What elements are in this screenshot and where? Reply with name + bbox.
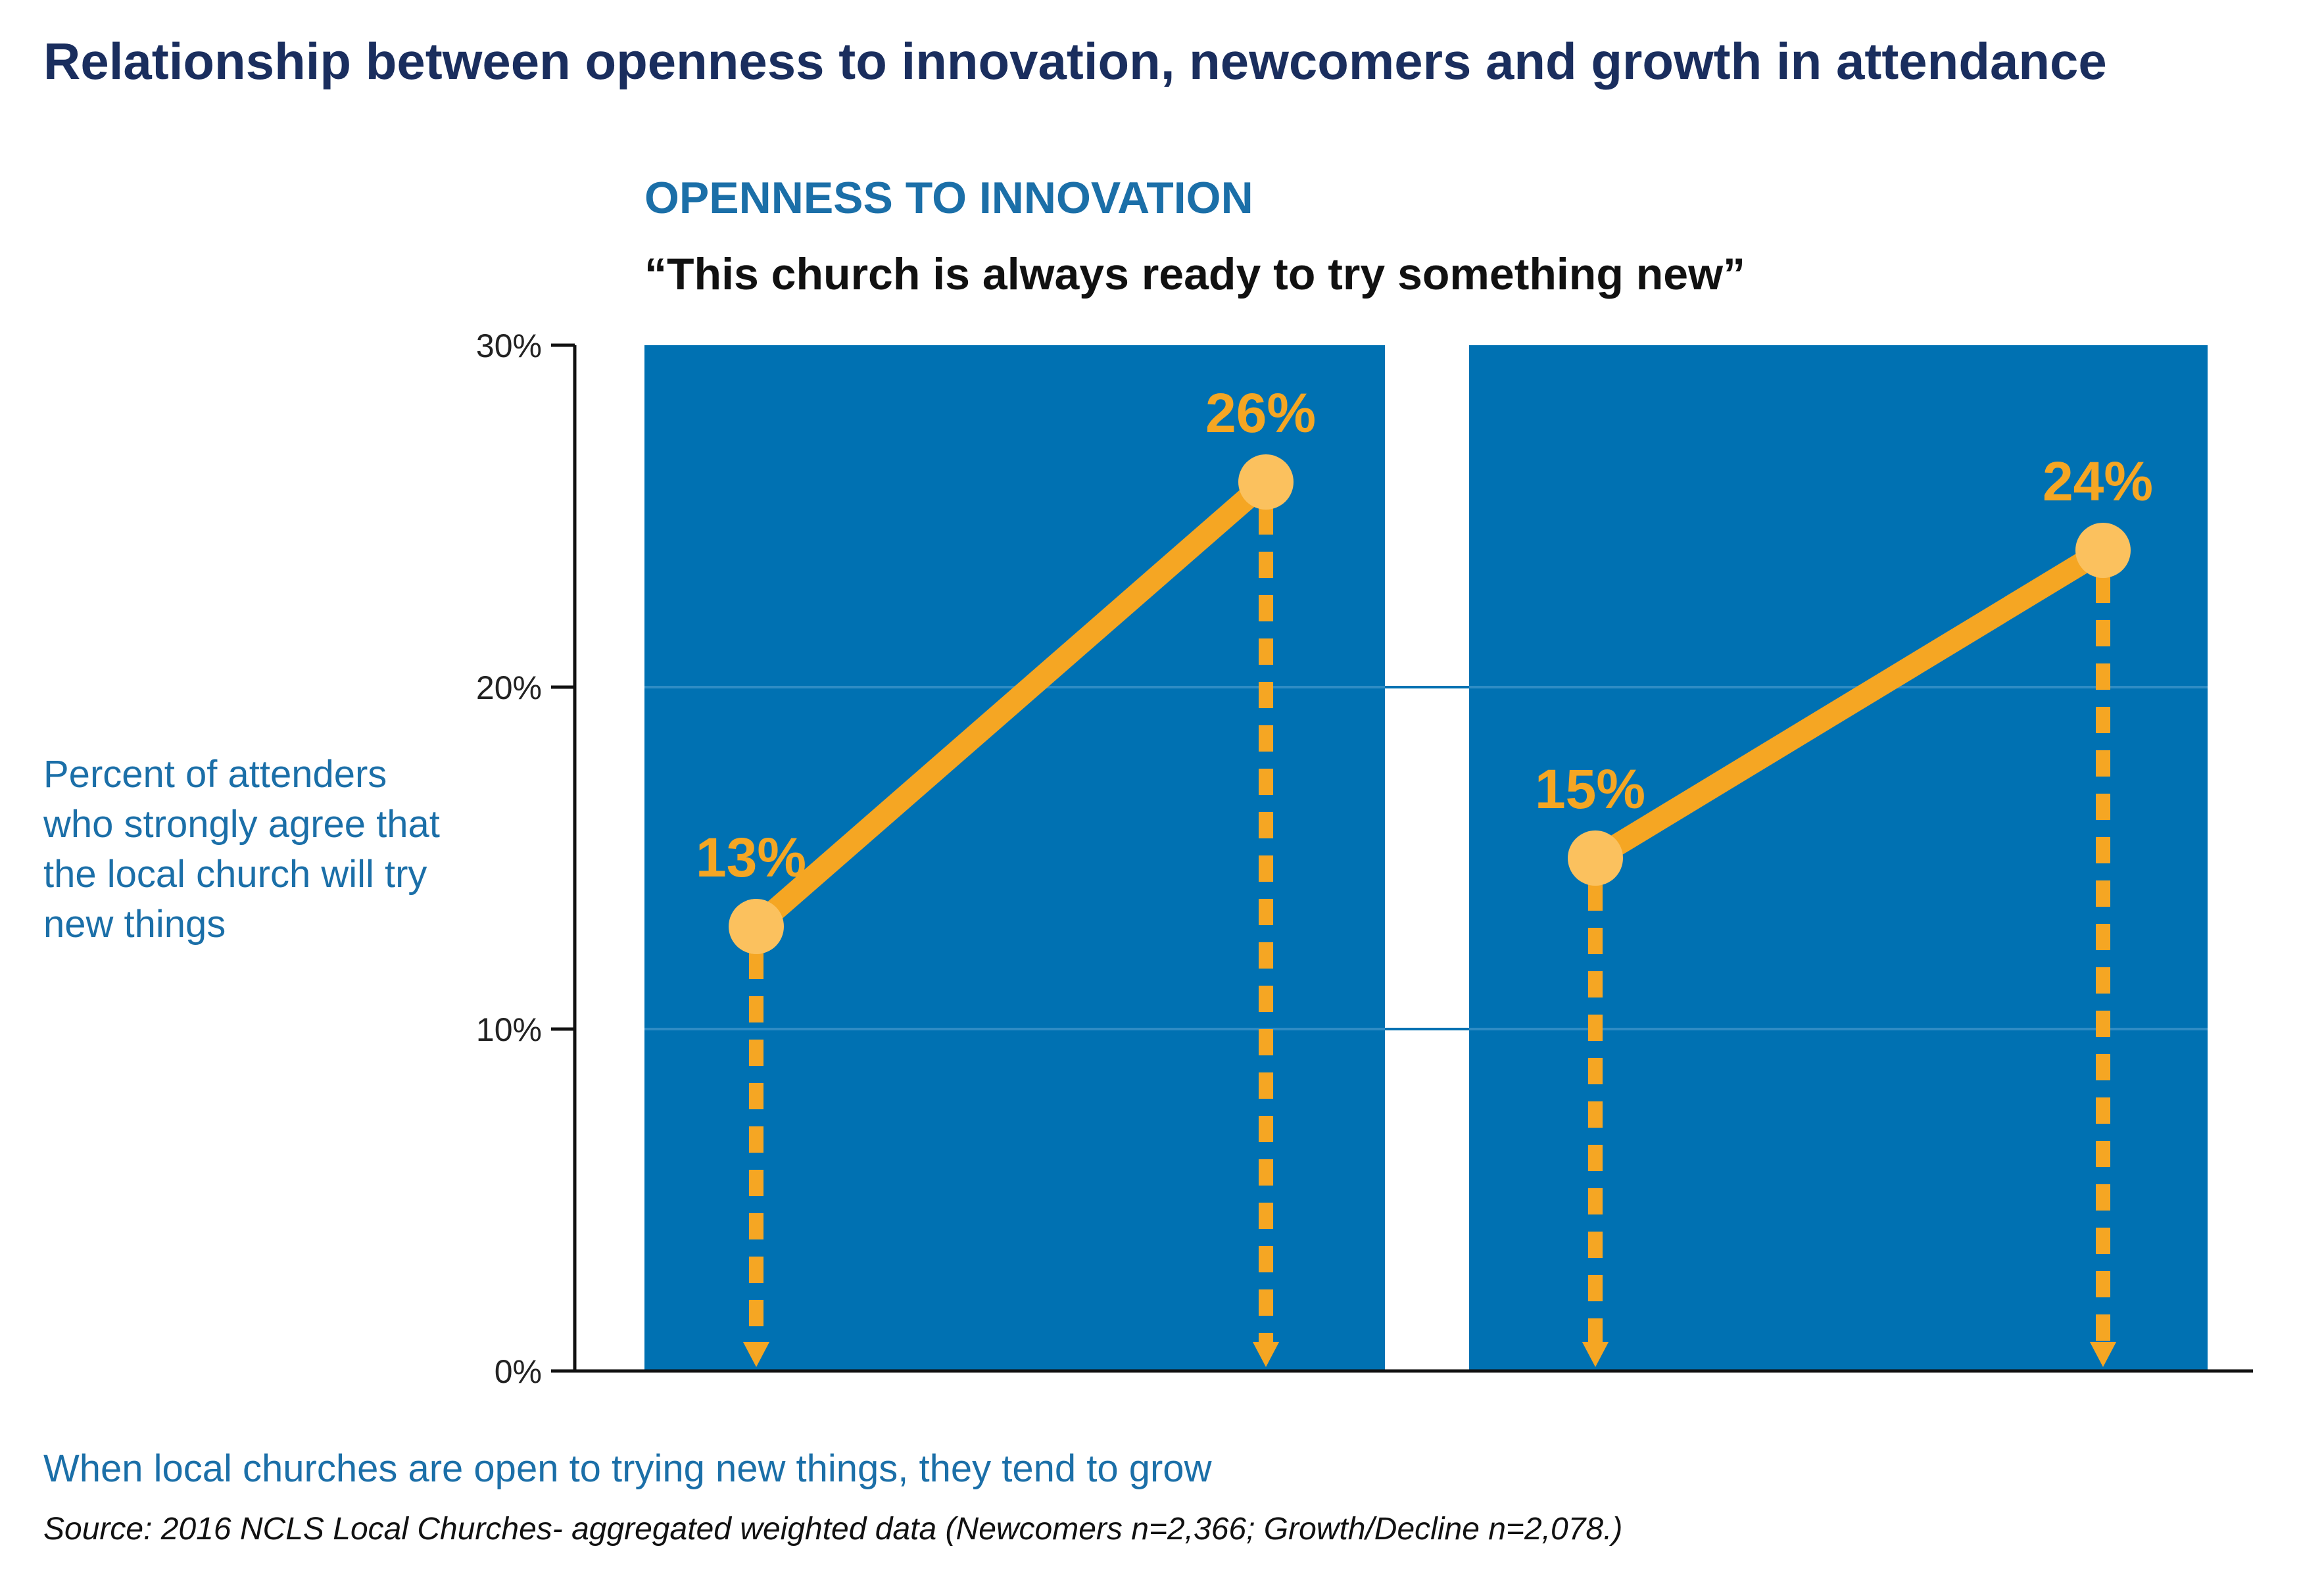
data-point-panel-2-2 — [2075, 523, 2131, 578]
drop-arrow-panel-1-point-2 — [1253, 1342, 1279, 1367]
y-tick-label-20: 20% — [476, 669, 542, 706]
drop-arrow-panel-2-point-1 — [1582, 1342, 1609, 1367]
data-label-panel-2-1: 15% — [1535, 758, 1645, 820]
chart-title: Relationship between openness to innovat… — [43, 32, 2107, 90]
data-point-panel-2-1 — [1568, 830, 1623, 886]
series-line-panel-1 — [745, 471, 1277, 938]
data-label-panel-1-1: 13% — [696, 827, 806, 888]
chart-subtitle: OPENNESS TO INNOVATION — [644, 173, 1253, 223]
y-tick-label-0: 0% — [495, 1353, 542, 1390]
survey-statement: “This church is always ready to try some… — [644, 249, 1746, 299]
y-axis-label: Percent of attenders who strongly agree … — [43, 753, 440, 946]
drop-arrow-panel-1-point-1 — [743, 1342, 769, 1367]
takeaway-text: When local churches are open to trying n… — [43, 1447, 1212, 1490]
data-point-panel-1-2 — [1238, 454, 1294, 510]
source-note: Source: 2016 NCLS Local Churches- aggreg… — [43, 1512, 1623, 1547]
y-tick-label-30: 30% — [476, 327, 542, 364]
series-line-panel-2 — [1584, 539, 2114, 869]
data-label-panel-1-2: 26% — [1205, 382, 1316, 444]
drop-arrow-panel-2-point-2 — [2090, 1342, 2116, 1367]
data-label-panel-2-2: 24% — [2043, 450, 2153, 512]
y-tick-label-10: 10% — [476, 1011, 542, 1048]
data-point-panel-1-1 — [729, 899, 784, 954]
